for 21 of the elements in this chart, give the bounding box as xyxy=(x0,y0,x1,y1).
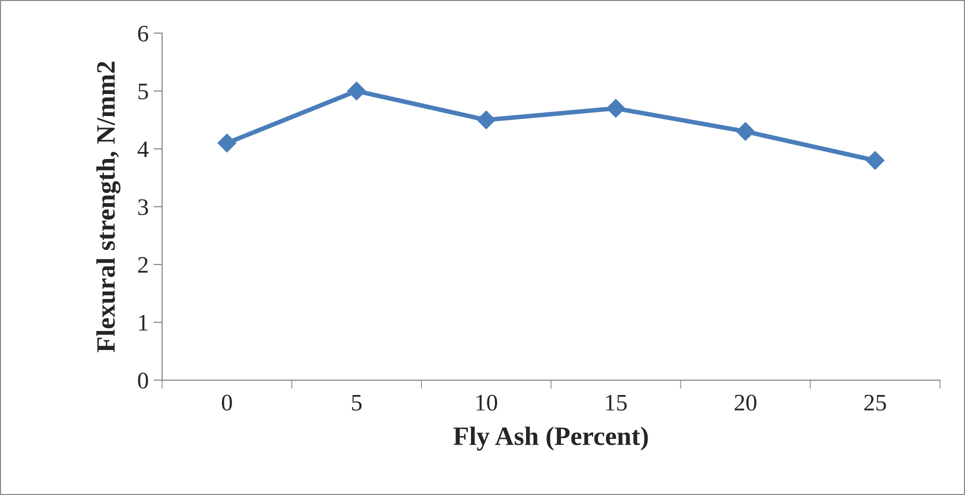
x-tick-label: 25 xyxy=(864,394,886,411)
y-tick-label: 1 xyxy=(139,314,148,331)
x-tick-label: 10 xyxy=(476,394,498,411)
point xyxy=(347,82,366,100)
x-tick-label: 0 xyxy=(222,394,232,411)
y-tick-label: 3 xyxy=(138,199,148,216)
point xyxy=(476,110,496,130)
y-axis-title: Flexural strength, N/mm2 xyxy=(96,62,120,352)
x-axis-title: Fly Ash (Percent) xyxy=(453,426,648,451)
point xyxy=(606,98,626,118)
point xyxy=(866,151,884,170)
x-tick-label: 20 xyxy=(734,394,756,411)
x-tick-label: 5 xyxy=(352,394,362,411)
y-tick-label: 2 xyxy=(138,257,148,273)
point xyxy=(736,122,755,141)
x-tick-label: 15 xyxy=(606,394,627,411)
y-tick-label: 5 xyxy=(138,84,148,100)
y-tick-label: 0 xyxy=(138,372,148,389)
point xyxy=(218,134,236,152)
y-tick-label: 4 xyxy=(138,141,149,158)
y-tick-label: 6 xyxy=(138,26,148,42)
